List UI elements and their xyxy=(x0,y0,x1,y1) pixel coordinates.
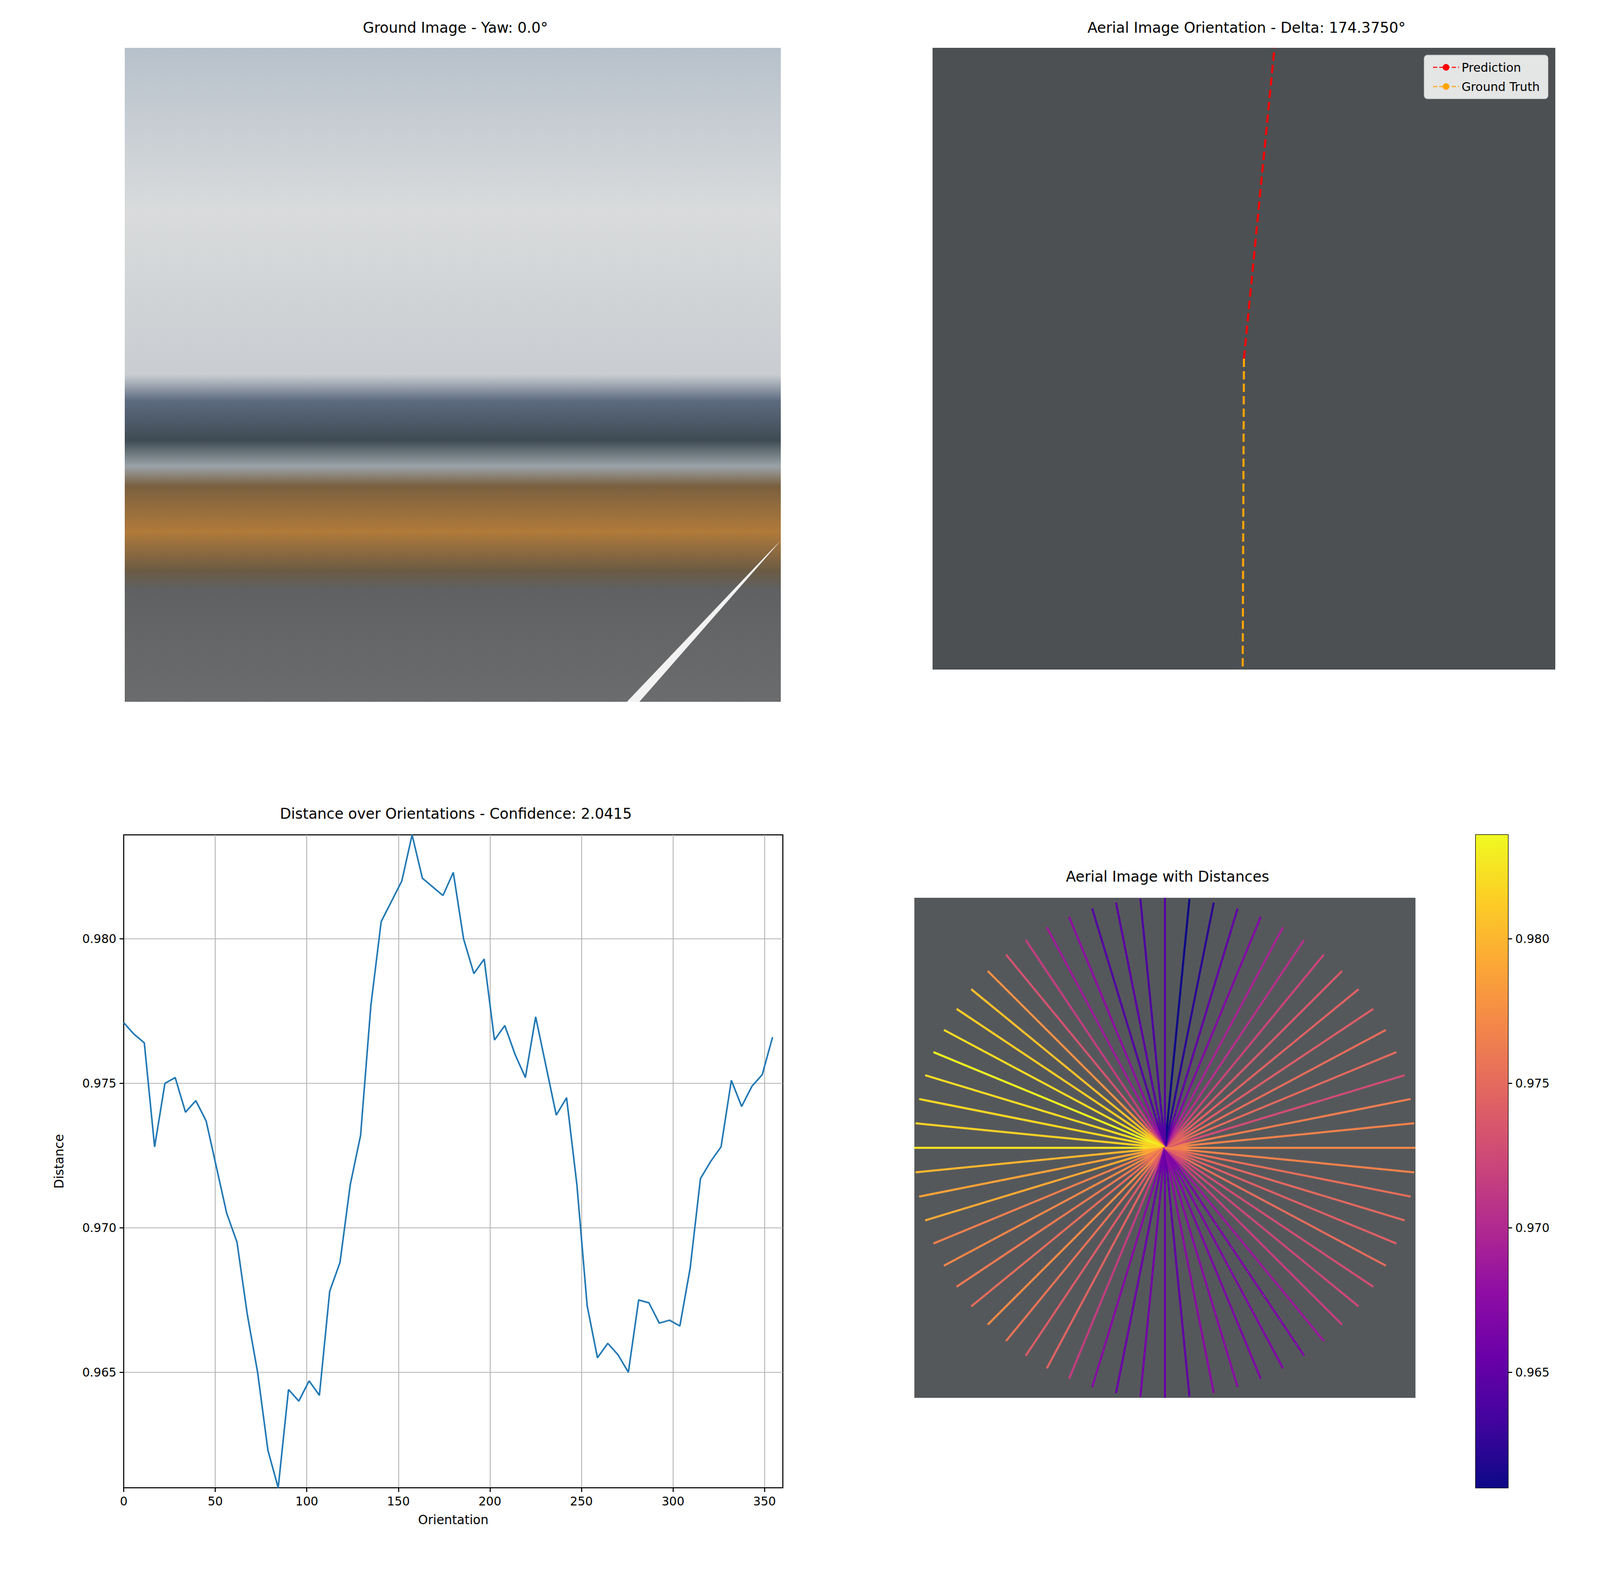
svg-text:200: 200 xyxy=(478,1494,502,1508)
svg-text:Distance over Orientations - C: Distance over Orientations - Confidence:… xyxy=(280,805,633,823)
svg-text:Ground Image - Yaw: 0.0°: Ground Image - Yaw: 0.0° xyxy=(362,19,548,37)
svg-text:300: 300 xyxy=(661,1494,685,1508)
svg-text:0.970: 0.970 xyxy=(1515,1221,1550,1235)
svg-text:Aerial Image with Distances: Aerial Image with Distances xyxy=(1066,868,1270,886)
svg-text:350: 350 xyxy=(753,1494,777,1508)
svg-text:0.980: 0.980 xyxy=(82,932,117,946)
svg-text:100: 100 xyxy=(295,1494,319,1508)
svg-text:150: 150 xyxy=(386,1494,410,1508)
svg-text:50: 50 xyxy=(207,1494,223,1508)
svg-text:0.980: 0.980 xyxy=(1515,932,1550,946)
svg-text:0.965: 0.965 xyxy=(1515,1365,1550,1380)
svg-text:0.975: 0.975 xyxy=(1515,1076,1550,1091)
svg-text:0.975: 0.975 xyxy=(82,1076,117,1091)
svg-text:Orientation: Orientation xyxy=(417,1512,489,1528)
svg-text:Aerial Image Orientation - Del: Aerial Image Orientation - Delta: 174.37… xyxy=(1087,19,1406,37)
svg-text:Distance: Distance xyxy=(51,1134,67,1189)
svg-text:0.965: 0.965 xyxy=(82,1365,117,1380)
svg-text:250: 250 xyxy=(570,1494,594,1508)
svg-text:Prediction: Prediction xyxy=(1461,60,1521,75)
svg-text:Ground Truth: Ground Truth xyxy=(1461,80,1540,94)
svg-text:0: 0 xyxy=(120,1494,128,1508)
svg-text:0.970: 0.970 xyxy=(82,1221,117,1235)
